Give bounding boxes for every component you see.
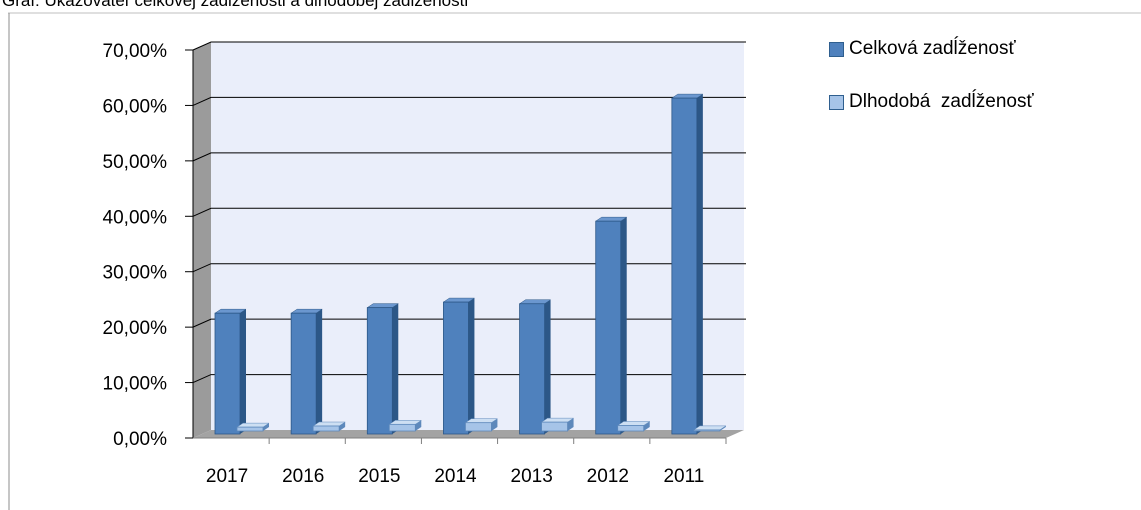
bar-top — [366, 303, 400, 308]
bar-side — [240, 309, 246, 434]
bar-top — [671, 93, 704, 99]
x-tick-label: 2013 — [511, 466, 553, 487]
bar-top — [214, 308, 247, 314]
x-tick-label: 2017 — [206, 466, 248, 487]
bar-side — [392, 303, 399, 434]
gridline — [192, 41, 746, 51]
bar-top — [290, 308, 323, 314]
x-tick-label: 2016 — [282, 466, 324, 487]
bar-top — [693, 425, 727, 431]
bar-side — [643, 421, 650, 431]
bar-top — [442, 297, 476, 303]
x-tick-label: 2015 — [358, 466, 400, 487]
bar-top — [594, 216, 628, 222]
bar-side — [696, 94, 703, 435]
legend-item-long-term-debt: Dlhodobá zadĺženosť — [829, 91, 1034, 113]
bar — [236, 426, 264, 432]
gridline — [192, 152, 746, 162]
x-tick-label: 2011 — [663, 466, 704, 487]
bar-side — [468, 298, 475, 434]
bar — [595, 220, 622, 435]
bar — [290, 312, 317, 435]
legend-item-total-debt: Celková zadĺženosť — [829, 38, 1016, 60]
y-tick-label: 40,00% — [103, 207, 168, 228]
bar — [617, 425, 645, 432]
gridline — [192, 96, 746, 106]
x-tick-label: 2012 — [587, 466, 629, 487]
y-tick-label: 10,00% — [103, 374, 168, 395]
y-tick-label: 0,00% — [113, 429, 167, 450]
bar-top — [236, 422, 270, 428]
x-tick-label: 2014 — [434, 466, 477, 487]
y-tick-label: 30,00% — [103, 263, 168, 284]
bar — [214, 312, 241, 435]
bar — [366, 307, 393, 435]
bar-top — [388, 420, 423, 425]
bar — [388, 423, 416, 432]
bar-side — [339, 422, 346, 431]
bar — [519, 303, 545, 435]
y-tick-label: 50,00% — [103, 152, 168, 173]
bar-side — [316, 309, 323, 434]
legend-swatch — [829, 41, 844, 57]
gridline — [192, 318, 746, 328]
y-tick-label: 20,00% — [103, 318, 168, 339]
bar — [465, 422, 492, 432]
y-tick-label: 70,00% — [103, 41, 168, 62]
bar — [443, 301, 469, 435]
bar-top — [312, 421, 346, 427]
legend-label: Dlhodobá zadĺženosť — [849, 91, 1034, 112]
bar — [312, 425, 340, 432]
plot-side-wall — [193, 42, 211, 438]
bar-side — [544, 299, 551, 434]
legend-swatch — [829, 94, 844, 110]
bar-top — [518, 299, 552, 304]
gridline — [192, 374, 746, 384]
bar — [541, 421, 568, 432]
gridline — [192, 263, 746, 273]
bar-side — [415, 420, 422, 431]
y-tick-label: 60,00% — [103, 96, 168, 117]
gridline — [192, 207, 746, 217]
bar-side — [620, 217, 627, 434]
bar-top — [616, 421, 651, 426]
legend-label: Celková zadĺženosť — [849, 38, 1016, 59]
bar-top — [540, 417, 575, 423]
figure-caption: Graf: Ukazovateľ celkovej zadĺženosti a … — [2, 0, 469, 10]
bar — [693, 429, 721, 432]
bar — [671, 97, 698, 435]
bar-top — [464, 418, 499, 423]
bar-side — [263, 423, 269, 431]
